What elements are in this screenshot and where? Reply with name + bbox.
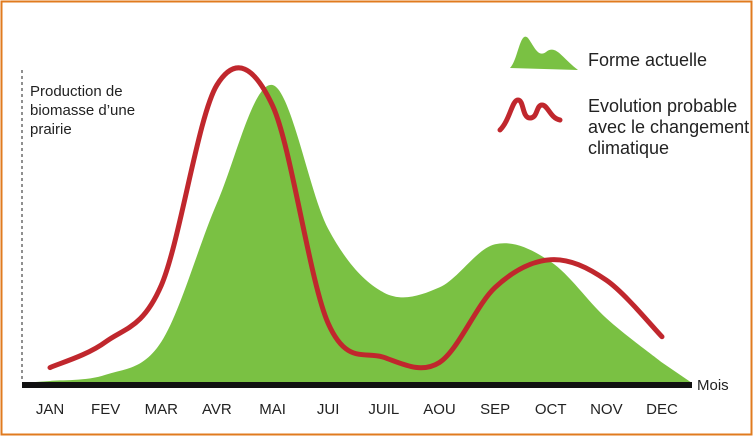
x-tick-label: SEP (480, 401, 510, 418)
x-axis (22, 382, 692, 388)
x-tick-label: AOU (423, 401, 456, 418)
x-axis-label: Mois (697, 377, 729, 394)
x-tick-label: OCT (535, 401, 567, 418)
x-tick-label: AVR (202, 401, 232, 418)
x-tick-label: MAR (145, 401, 179, 418)
x-tick-label: FEV (91, 401, 120, 418)
line (47, 65, 665, 371)
x-tick-label: DEC (646, 401, 678, 418)
area (22, 84, 692, 383)
x-tick-label: NOV (590, 401, 623, 418)
legend-line-icon (497, 97, 563, 133)
x-tick-label: MAI (259, 401, 286, 418)
x-tick-label: JAN (36, 401, 64, 418)
legend-label: Evolution probable avec le changement cl… (588, 96, 750, 158)
legend-label: Forme actuelle (588, 50, 708, 70)
x-tick-label: JUI (317, 401, 340, 418)
x-tick-label: JUIL (368, 401, 399, 418)
y-axis-label: Production de biomasse d’une prairie (30, 83, 136, 138)
legend-area-icon (510, 36, 578, 70)
